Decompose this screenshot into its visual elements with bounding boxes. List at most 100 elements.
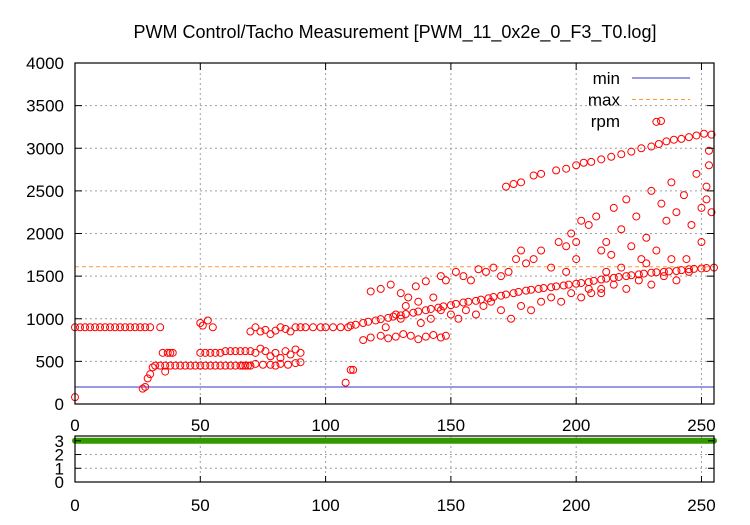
sub-xtick-label: 250 bbox=[687, 496, 715, 515]
rpm-point bbox=[577, 216, 586, 225]
rpm-point bbox=[559, 281, 568, 290]
sub-plot-frame bbox=[74, 435, 715, 483]
rpm-point bbox=[534, 284, 543, 293]
rpm-point bbox=[514, 287, 523, 296]
rpm-point bbox=[527, 285, 536, 294]
rpm-point bbox=[639, 269, 648, 278]
rpm-point bbox=[198, 321, 207, 330]
rpm-point bbox=[622, 284, 631, 293]
rpm-point bbox=[429, 330, 438, 339]
rpm-point bbox=[662, 216, 671, 225]
rpm-point bbox=[537, 246, 546, 255]
rpm-point bbox=[291, 323, 300, 332]
rpm-point bbox=[602, 267, 611, 276]
rpm-point bbox=[517, 246, 526, 255]
rpm-point bbox=[702, 264, 711, 273]
main-xtick-label: 200 bbox=[562, 416, 590, 435]
rpm-point bbox=[677, 134, 686, 143]
rpm-point bbox=[231, 361, 240, 370]
rpm-point bbox=[191, 361, 200, 370]
rpm-point bbox=[479, 301, 488, 310]
main-ytick-label: 3500 bbox=[26, 97, 64, 116]
rpm-point bbox=[647, 268, 656, 277]
rpm-point bbox=[446, 301, 455, 310]
rpm-point bbox=[208, 323, 217, 332]
main-ytick-label: 2000 bbox=[26, 225, 64, 244]
rpm-point bbox=[211, 361, 220, 370]
rpm-point bbox=[396, 289, 405, 298]
rpm-point bbox=[401, 310, 410, 319]
rpm-point bbox=[116, 323, 125, 332]
sub-xtick-label: 150 bbox=[437, 496, 465, 515]
rpm-point bbox=[359, 319, 368, 328]
rpm-point bbox=[647, 142, 656, 151]
rpm-point bbox=[261, 325, 270, 334]
sub-xtick-label: 100 bbox=[311, 496, 339, 515]
rpm-point bbox=[679, 191, 688, 200]
rpm-point bbox=[692, 169, 701, 178]
sub-ytick-label: 1 bbox=[55, 459, 64, 478]
rpm-point bbox=[271, 326, 280, 335]
rpm-point bbox=[371, 316, 380, 325]
rpm-point bbox=[584, 278, 593, 287]
rpm-point bbox=[584, 284, 593, 293]
rpm-point bbox=[707, 130, 716, 139]
rpm-point bbox=[652, 246, 661, 255]
rpm-point bbox=[349, 365, 358, 374]
rpm-point bbox=[692, 131, 701, 140]
rpm-point bbox=[637, 144, 646, 153]
rpm-point bbox=[301, 323, 310, 332]
rpm-point bbox=[634, 276, 643, 285]
sub-xtick-label: 0 bbox=[70, 496, 79, 515]
rpm-point bbox=[196, 361, 205, 370]
rpm-point bbox=[471, 296, 480, 305]
rpm-point bbox=[196, 319, 205, 328]
rpm-point bbox=[226, 361, 235, 370]
rpm-point bbox=[617, 150, 626, 159]
rpm-point bbox=[572, 279, 581, 288]
rpm-point bbox=[146, 370, 155, 379]
rpm-point bbox=[547, 293, 556, 302]
rpm-point bbox=[687, 220, 696, 229]
rpm-point bbox=[471, 310, 480, 319]
rpm-point bbox=[554, 238, 563, 247]
rpm-point bbox=[517, 301, 526, 310]
sub-xtick-label: 50 bbox=[191, 496, 210, 515]
rpm-point bbox=[662, 137, 671, 146]
rpm-point bbox=[296, 348, 305, 357]
rpm-point bbox=[614, 272, 623, 281]
rpm-point bbox=[414, 307, 423, 316]
rpm-point bbox=[241, 347, 250, 356]
rpm-point bbox=[421, 332, 430, 341]
rpm-point bbox=[226, 347, 235, 356]
rpm-point bbox=[121, 323, 130, 332]
rpm-point bbox=[161, 367, 170, 376]
rpm-point bbox=[381, 323, 390, 332]
rpm-point bbox=[436, 333, 445, 342]
rpm-point bbox=[446, 310, 455, 319]
rpm-point bbox=[537, 169, 546, 178]
legend: min max rpm bbox=[588, 69, 690, 131]
rpm-point bbox=[652, 117, 661, 126]
rpm-point bbox=[669, 135, 678, 144]
rpm-point bbox=[667, 255, 676, 264]
rpm-point bbox=[486, 297, 495, 306]
rpm-point bbox=[584, 220, 593, 229]
rpm-point bbox=[682, 255, 691, 264]
rpm-point bbox=[416, 319, 425, 328]
rpm-point bbox=[291, 359, 300, 368]
rpm-point bbox=[657, 199, 666, 208]
rpm-point bbox=[522, 259, 531, 268]
rpm-point bbox=[697, 238, 706, 247]
rpm-point bbox=[286, 350, 295, 359]
rpm-point bbox=[572, 238, 581, 247]
rpm-point bbox=[176, 361, 185, 370]
rpm-point bbox=[597, 289, 606, 298]
rpm-point bbox=[221, 361, 230, 370]
rpm-point bbox=[597, 275, 606, 284]
rpm-point bbox=[166, 348, 175, 357]
rpm-point bbox=[161, 361, 170, 370]
rpm-point bbox=[567, 229, 576, 238]
rpm-point bbox=[512, 255, 521, 264]
